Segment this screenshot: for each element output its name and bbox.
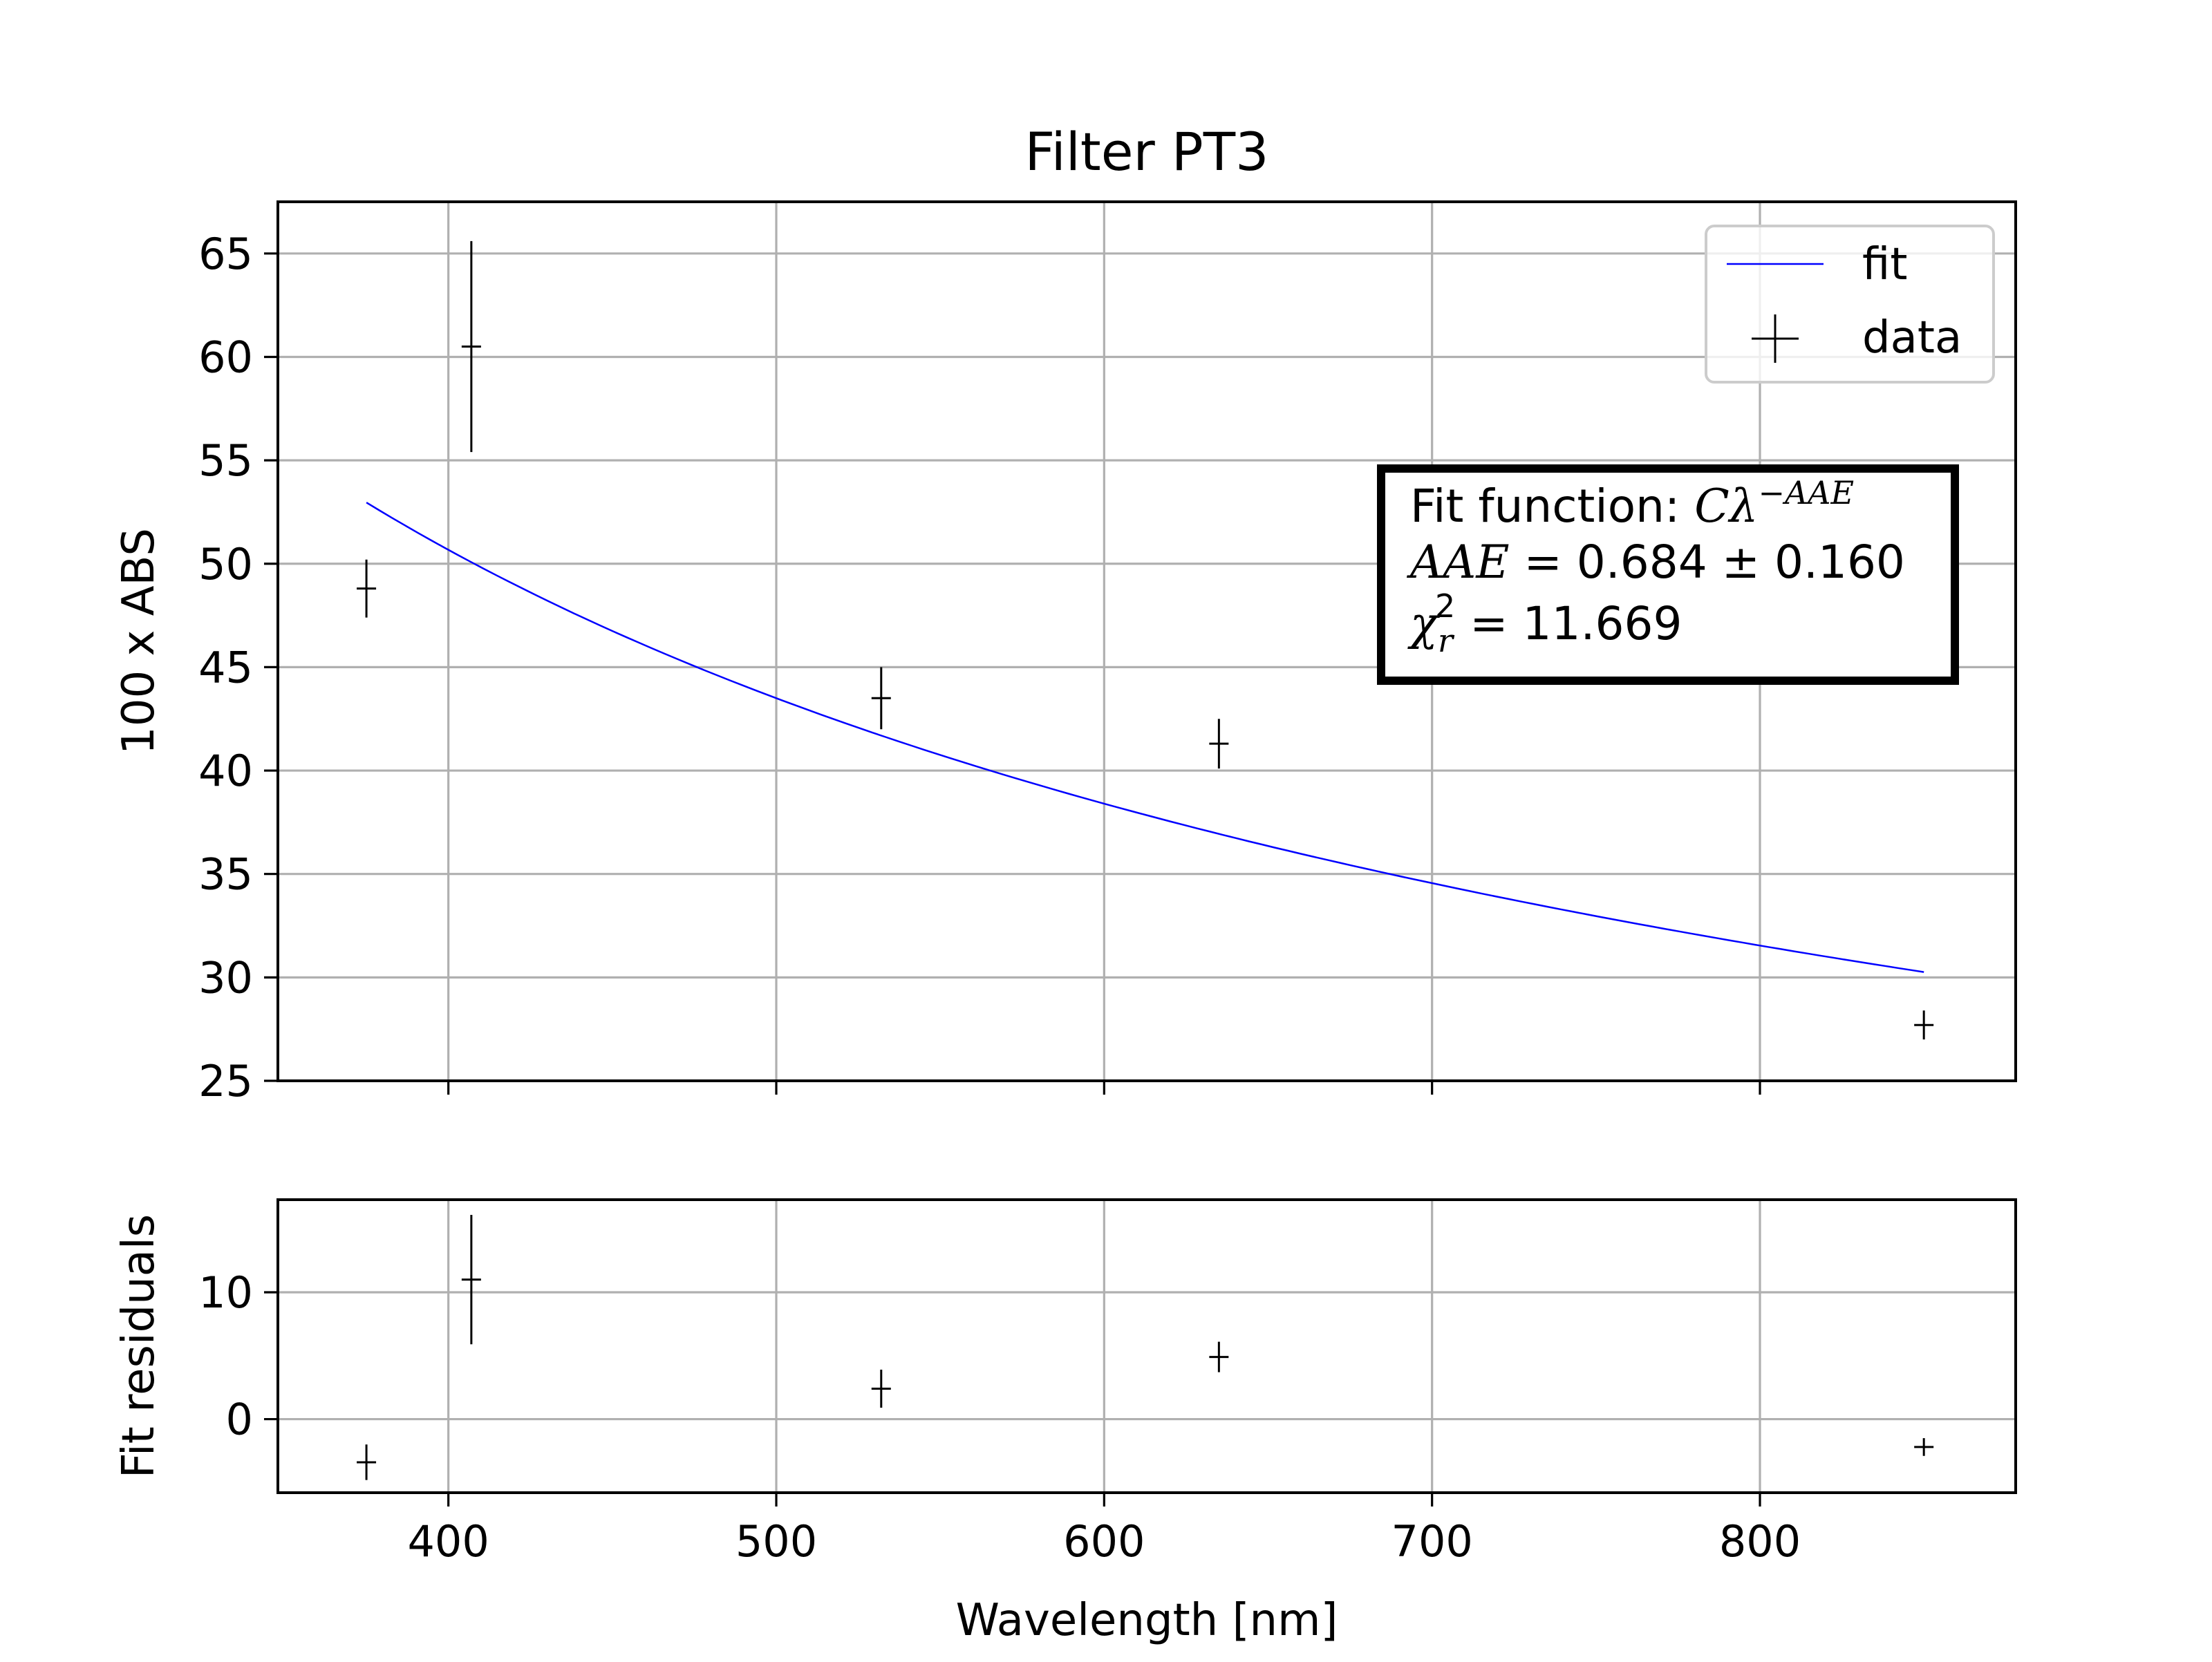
x-tick-label: 500 [735,1516,817,1567]
x-tick-label: 700 [1391,1516,1473,1567]
annotation-chi-subscript: r [1438,622,1455,659]
main-y-tick-label: 50 [198,539,253,589]
annotation-chi-superscript: 2 [1435,587,1455,625]
data-point [461,240,481,453]
x-tick-label: 400 [407,1516,489,1567]
x-tick-label: 800 [1719,1516,1801,1567]
legend-fit-label: fit [1862,239,1907,290]
residuals-axes-frame [276,1198,2017,1494]
annotation-fit-exponent: −AAE [1759,474,1855,511]
residual-point [461,1215,481,1345]
chart-title: Filter PT3 [1025,121,1269,182]
residuals-y-tick-label: 10 [198,1267,253,1318]
annotation-aae-value: = 0.684 ± 0.160 [1510,536,1905,589]
annotation-fit-function: Fit function: Cλ−AAE [1410,474,1854,533]
residuals-grid [278,1200,2016,1493]
x-tick-label: 600 [1063,1516,1145,1567]
fit-curve-group [366,502,1924,973]
residuals-y-axis-label: Fit residuals [113,1214,165,1478]
annotation-aae-symbol: AAE [1406,536,1510,589]
main-axes-frame [276,200,2017,1082]
main-y-tick-label: 55 [198,435,253,486]
annotation-chi2: χr2 = 11.669 [1407,587,1682,659]
main-y-tick-label: 35 [198,849,253,900]
annotation-chi-symbol: χ [1407,597,1441,650]
main-y-axis-label: 100 x ABS [113,528,165,755]
fit-annotation: Fit function: Cλ−AAE AAE = 0.684 ± 0.160… [1377,464,1959,685]
residual-point [1209,1341,1229,1372]
main-y-tick-label: 45 [198,642,253,692]
annotation-chi-value: = 11.669 [1455,597,1682,650]
main-y-tick-label: 60 [198,332,253,382]
annotation-fit-math: Cλ [1694,480,1758,533]
x-axis-label: Wavelength [nm] [956,1595,1338,1646]
data-point [1209,719,1229,769]
annotation-fit-prefix: Fit function: [1410,480,1694,533]
legend-data-label: data [1862,312,1962,363]
data-point [1914,1010,1934,1040]
fit-curve [366,502,1924,973]
annotation-aae: AAE = 0.684 ± 0.160 [1406,536,1905,589]
residuals-ticks: 400 500 600 700 800 0 10 [198,1267,1801,1567]
residual-point [1914,1438,1934,1456]
data-point [871,667,891,730]
residuals-y-tick-label: 0 [226,1395,253,1445]
main-y-tick-label: 65 [198,229,253,279]
main-y-tick-label: 40 [198,746,253,796]
main-y-tick-label: 30 [198,952,253,1003]
legend-box [1705,225,1995,384]
main-data-points [357,240,1934,1040]
legend-data-swatch [1752,314,1799,363]
residuals-data-points [357,1215,1934,1480]
annotation-box [1377,464,1959,685]
main-y-tick-label: 25 [198,1056,253,1106]
main-ticks: 25 30 35 40 45 50 55 60 65 [198,229,1761,1106]
legend: fit data [1705,225,1995,384]
residual-point [871,1369,891,1408]
residual-point [357,1444,377,1480]
data-point [357,559,377,618]
